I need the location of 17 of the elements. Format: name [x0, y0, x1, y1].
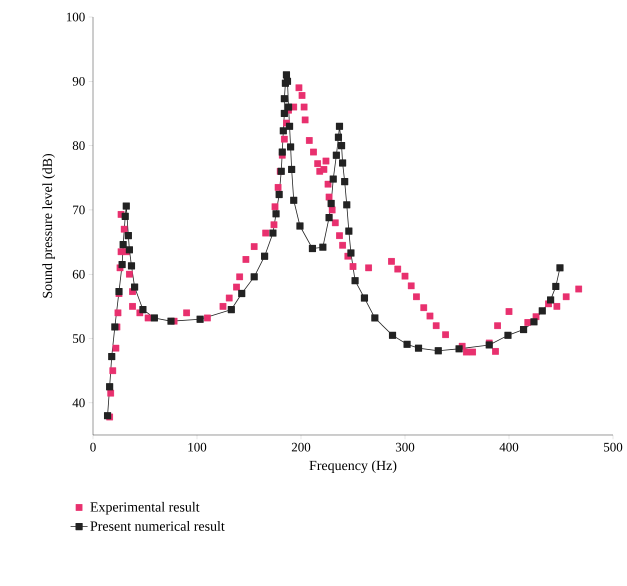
legend-label: Experimental result [90, 502, 200, 515]
x-tick-label: 400 [500, 442, 518, 452]
x-tick-label: 0 [90, 442, 96, 452]
x-axis-title: Frequency (Hz) [309, 460, 396, 474]
y-tick-label: 70 [73, 206, 85, 214]
x-tick-label: 100 [188, 442, 206, 452]
x-tick-label: 200 [292, 442, 310, 452]
y-tick-label: 60 [72, 270, 85, 279]
x-tick-label: 500 [604, 442, 622, 452]
y-axis-title: Sound pressure level (dB) [42, 154, 55, 298]
y-tick-label: 40 [72, 398, 85, 408]
y-tick-label: 90 [72, 76, 85, 86]
y-tick-label: 50 [73, 334, 85, 343]
legend-label: Present numerical result [90, 521, 225, 531]
x-tick-label: 300 [396, 442, 414, 452]
y-tick-label: 80 [72, 141, 85, 150]
y-tick-label: 100 [66, 12, 85, 22]
